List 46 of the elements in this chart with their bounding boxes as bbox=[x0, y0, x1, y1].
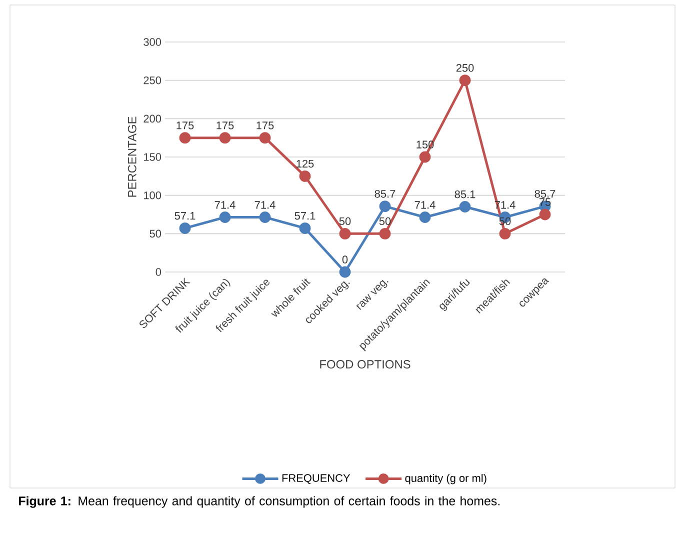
data-label: 250 bbox=[456, 64, 474, 72]
data-label: 50 bbox=[339, 217, 351, 226]
data-label: 175 bbox=[176, 122, 194, 130]
data-label: 57.1 bbox=[174, 212, 196, 220]
point bbox=[219, 132, 231, 144]
point bbox=[539, 208, 551, 220]
y-tick-label: 300 bbox=[144, 38, 162, 46]
point bbox=[259, 212, 271, 223]
point bbox=[459, 201, 471, 212]
point bbox=[179, 222, 191, 234]
y-tick-label: 250 bbox=[144, 76, 162, 84]
data-label: 85.1 bbox=[454, 190, 476, 198]
y-tick-label: 150 bbox=[144, 153, 162, 161]
point bbox=[499, 228, 511, 240]
data-label: 71.4 bbox=[214, 201, 236, 209]
point bbox=[339, 266, 351, 278]
legend-label: quantity (g or ml) bbox=[405, 474, 486, 484]
data-label: 85.7 bbox=[534, 190, 556, 198]
y-axis-title: PERCENTAGE bbox=[128, 116, 136, 197]
point bbox=[219, 212, 231, 223]
point bbox=[419, 151, 431, 163]
y-tick-label: 200 bbox=[144, 114, 162, 123]
data-label: 0 bbox=[342, 256, 348, 264]
data-label: 175 bbox=[216, 122, 234, 130]
y-tick-label: 50 bbox=[150, 230, 162, 238]
data-label: 125 bbox=[296, 160, 314, 168]
data-label: 175 bbox=[256, 122, 274, 130]
x-axis-title: FOOD OPTIONS bbox=[320, 360, 410, 369]
y-tick-label: 100 bbox=[144, 191, 162, 200]
point bbox=[179, 132, 191, 144]
point bbox=[299, 170, 311, 182]
point bbox=[379, 200, 391, 212]
point bbox=[299, 222, 311, 234]
point bbox=[379, 228, 391, 240]
point bbox=[339, 228, 351, 240]
legend-label: FREQUENCY bbox=[282, 474, 350, 484]
data-label: 71.4 bbox=[254, 201, 276, 209]
point bbox=[259, 132, 271, 144]
data-label: 85.7 bbox=[374, 190, 396, 198]
text: Figure 1: Mean frequency and quantity of consumption of certain foods in the homes. bbox=[19, 496, 500, 508]
data-label: 57.1 bbox=[294, 212, 316, 220]
data-label: 71.4 bbox=[414, 201, 436, 209]
point bbox=[419, 212, 431, 223]
point bbox=[459, 74, 471, 86]
data-label: 50 bbox=[379, 217, 391, 226]
y-tick-label: 0 bbox=[156, 268, 162, 276]
